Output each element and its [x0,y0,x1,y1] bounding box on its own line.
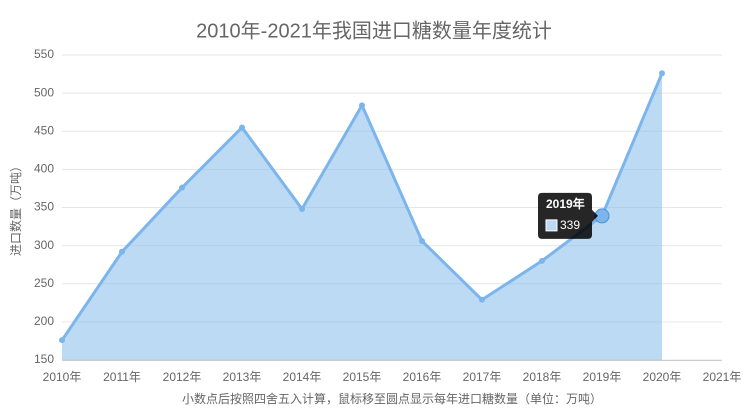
x-axis-title: 小数点后按照四舍五入计算，鼠标移至圆点显示每年进口糖数量（单位：万吨） [182,391,602,406]
x-tick-label: 2017年 [463,370,502,384]
tooltip-title: 2019年 [546,196,585,211]
point [239,124,245,131]
x-tick-label: 2011年 [103,370,141,384]
point [179,184,185,191]
x-tick-label: 2014年 [283,370,322,384]
x-tick-label: 2021年 [703,370,742,384]
point [359,102,365,109]
tooltip-swatch [545,219,558,232]
x-tick-label: 2020年 [643,370,682,384]
x-tick-label: 2012年 [163,370,202,384]
point [119,248,125,255]
y-tick-label: 150 [34,352,54,366]
y-tick-label: 450 [34,123,54,137]
y-tick-label: 300 [34,238,54,252]
y-axis-title: 进口数量（万吨） [8,160,23,256]
point [299,206,305,213]
y-tick-label: 550 [34,47,54,61]
point [59,337,65,344]
x-tick-label: 2018年 [523,370,562,384]
y-tick-label: 500 [34,85,54,99]
tooltip: 2019年 339 [538,192,598,239]
y-tick-label: 250 [34,276,54,290]
point [419,238,425,245]
y-tick-label: 400 [34,162,54,176]
area [62,73,662,361]
x-tick-label: 2013年 [223,370,262,384]
x-tick-label: 2016年 [403,370,442,384]
y-tick-label: 350 [34,200,54,214]
x-tick-label: 2010年 [43,370,82,384]
x-tick-label: 2019年 [583,370,622,384]
point [659,70,665,77]
chart-title: 2010年-2021年我国进口糖数量年度统计 [196,19,552,42]
point [539,257,545,264]
x-tick-label: 2015年 [343,370,382,384]
tooltip-value: 339 [560,218,580,232]
y-tick-label: 200 [34,314,54,328]
point [479,296,485,303]
